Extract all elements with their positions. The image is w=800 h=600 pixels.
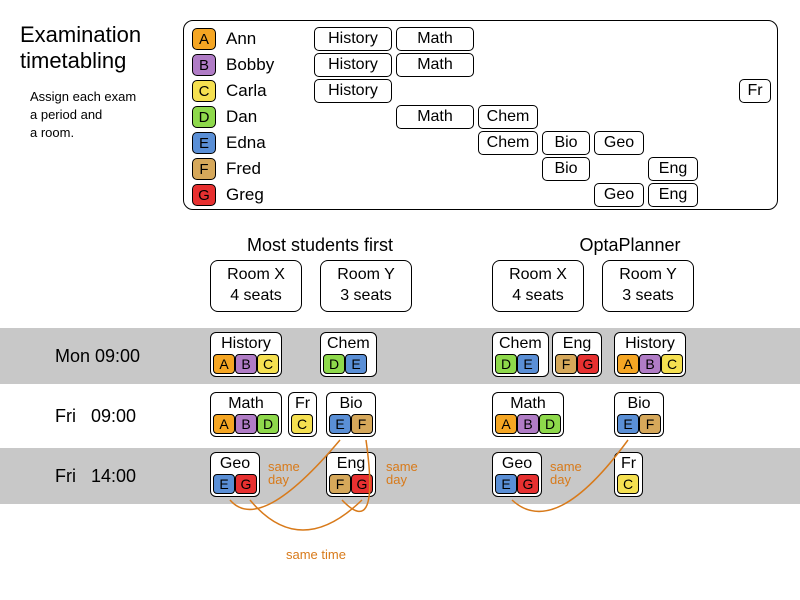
student-tile: A bbox=[213, 414, 235, 434]
legend-subject: Math bbox=[396, 27, 474, 51]
student-tile: C bbox=[617, 474, 639, 494]
student-tile: E bbox=[213, 474, 235, 494]
title-line1: Examination bbox=[20, 22, 141, 47]
student-tile: D bbox=[323, 354, 345, 374]
annotation-same-day: same day bbox=[550, 460, 582, 486]
student-tile: A bbox=[213, 354, 235, 374]
student-tile: A bbox=[495, 414, 517, 434]
legend-subject: Fr bbox=[739, 79, 771, 103]
student-tile: E bbox=[517, 354, 539, 374]
section-title-right: OptaPlanner bbox=[530, 235, 730, 256]
student-tile: B bbox=[235, 354, 257, 374]
exam-box: Geo EG bbox=[492, 452, 542, 497]
student-tile: F bbox=[351, 414, 373, 434]
student-tile: E bbox=[329, 414, 351, 434]
annotation-same-day: same day bbox=[268, 460, 300, 486]
student-row: AAnn bbox=[192, 27, 256, 51]
exam-box: Chem DE bbox=[320, 332, 377, 377]
exam-box: Math ABD bbox=[210, 392, 282, 437]
exam-box: Bio EF bbox=[326, 392, 376, 437]
legend-subject: Geo bbox=[594, 183, 644, 207]
legend-subject: Eng bbox=[648, 183, 698, 207]
student-row: EEdna bbox=[192, 131, 266, 155]
page-title: Examination timetabling bbox=[20, 22, 141, 75]
section-title-left: Most students first bbox=[220, 235, 420, 256]
exam-box: Math ABD bbox=[492, 392, 564, 437]
legend-subject: Chem bbox=[478, 131, 538, 155]
legend-subject: History bbox=[314, 79, 392, 103]
time-label: Mon 09:00 bbox=[55, 346, 140, 367]
room-header: Room X4 seats bbox=[492, 260, 584, 312]
page-subtitle: Assign each exam a period and a room. bbox=[30, 88, 136, 143]
student-row: FFred bbox=[192, 157, 261, 181]
student-tile-B: B bbox=[192, 54, 216, 76]
student-tile: C bbox=[661, 354, 683, 374]
student-row: BBobby bbox=[192, 53, 274, 77]
student-tile: G bbox=[235, 474, 257, 494]
exam-box: Chem DE bbox=[492, 332, 549, 377]
student-tile-G: G bbox=[192, 184, 216, 206]
student-tile: F bbox=[639, 414, 661, 434]
room-header: Room X4 seats bbox=[210, 260, 302, 312]
exam-box: Eng FG bbox=[552, 332, 602, 377]
student-tile: G bbox=[517, 474, 539, 494]
student-tile: B bbox=[639, 354, 661, 374]
student-row: CCarla bbox=[192, 79, 267, 103]
time-label: Fri 14:00 bbox=[55, 466, 136, 487]
legend-panel: AAnn BBobby CCarla DDan EEdna FFred GGre… bbox=[183, 20, 778, 210]
student-tile-F: F bbox=[192, 158, 216, 180]
student-tile: F bbox=[329, 474, 351, 494]
exam-box: Fr C bbox=[614, 452, 643, 497]
student-tile: E bbox=[617, 414, 639, 434]
student-row: GGreg bbox=[192, 183, 264, 207]
legend-subject: Bio bbox=[542, 157, 590, 181]
legend-subject: History bbox=[314, 53, 392, 77]
legend-subject: Bio bbox=[542, 131, 590, 155]
legend-subject: Chem bbox=[478, 105, 538, 129]
exam-tiles: ABC bbox=[211, 354, 281, 376]
exam-box: Fr C bbox=[288, 392, 317, 437]
legend-subject: Geo bbox=[594, 131, 644, 155]
student-tile: G bbox=[351, 474, 373, 494]
student-tile-C: C bbox=[192, 80, 216, 102]
legend-subject: History bbox=[314, 27, 392, 51]
annotation-same-time: same time bbox=[286, 548, 346, 561]
student-row: DDan bbox=[192, 105, 257, 129]
exam-box: History ABC bbox=[614, 332, 686, 377]
exam-box: History ABC bbox=[210, 332, 282, 377]
student-tile: G bbox=[577, 354, 599, 374]
student-tile: A bbox=[617, 354, 639, 374]
student-tile-E: E bbox=[192, 132, 216, 154]
room-header: Room Y3 seats bbox=[320, 260, 412, 312]
student-tile: D bbox=[539, 414, 561, 434]
student-tile: C bbox=[291, 414, 313, 434]
legend-subject: Math bbox=[396, 105, 474, 129]
title-line2: timetabling bbox=[20, 48, 126, 73]
exam-box: Geo EG bbox=[210, 452, 260, 497]
student-tile: E bbox=[345, 354, 367, 374]
room-header: Room Y3 seats bbox=[602, 260, 694, 312]
annotation-same-day: same day bbox=[386, 460, 418, 486]
legend-subject: Math bbox=[396, 53, 474, 77]
student-tile-D: D bbox=[192, 106, 216, 128]
student-tile: D bbox=[495, 354, 517, 374]
time-label: Fri 09:00 bbox=[55, 406, 136, 427]
student-tile: F bbox=[555, 354, 577, 374]
exam-box: Eng FG bbox=[326, 452, 376, 497]
exam-box: Bio EF bbox=[614, 392, 664, 437]
student-tile: E bbox=[495, 474, 517, 494]
student-tile: C bbox=[257, 354, 279, 374]
student-tile: D bbox=[257, 414, 279, 434]
student-tile-A: A bbox=[192, 28, 216, 50]
student-tile: B bbox=[517, 414, 539, 434]
legend-subject: Eng bbox=[648, 157, 698, 181]
student-tile: B bbox=[235, 414, 257, 434]
